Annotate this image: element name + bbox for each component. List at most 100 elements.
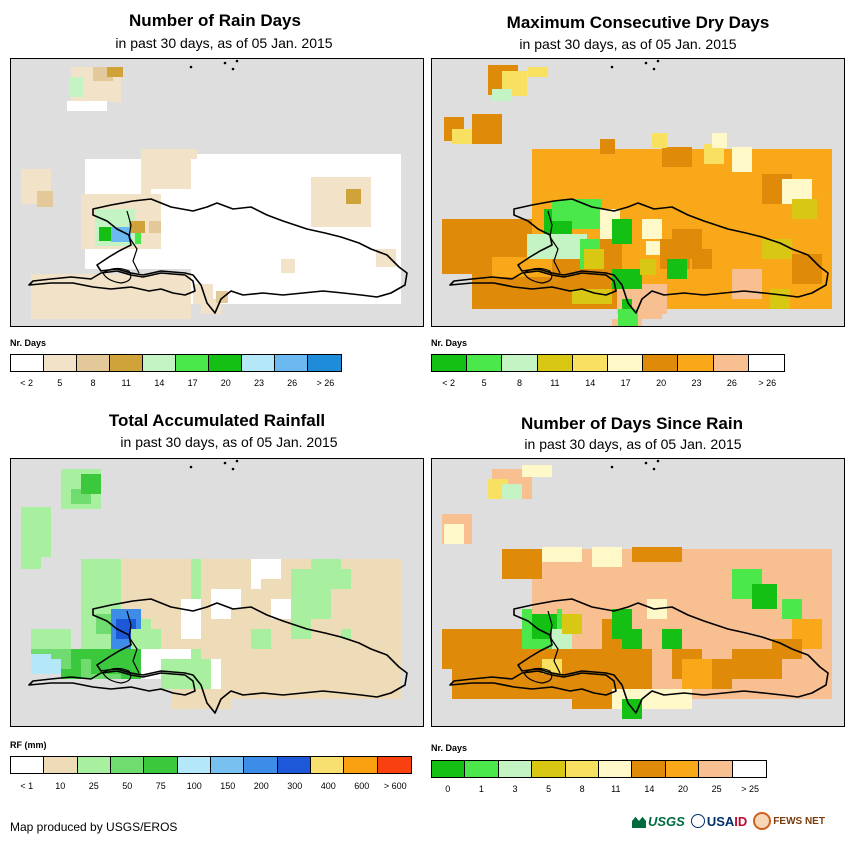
legend-swatch [177, 757, 211, 773]
legend-label: 600 [354, 781, 370, 791]
legend-swatch [377, 757, 411, 773]
rain-days-subtitle: in past 30 days, as of 05 Jan. 2015 [115, 35, 333, 51]
legend-swatch [44, 355, 77, 371]
legend-label: 8 [516, 378, 523, 388]
legend-label: 17 [620, 378, 631, 388]
legend-label: 14 [154, 378, 165, 388]
haiti-dr-border [547, 610, 561, 674]
map-grid-cell [692, 179, 732, 219]
map-grid-cell [311, 619, 341, 639]
usgs-logo: USGS [632, 814, 685, 829]
rainfall-legend-labels: < 1 10 25 50 75 100 150 200 300 400 600 > 600 [10, 781, 412, 793]
legend-swatch [599, 761, 633, 777]
small-island [652, 467, 656, 471]
legend-swatch [713, 355, 749, 371]
legend-swatch [748, 355, 785, 371]
lake-outline [523, 267, 553, 284]
legend-swatch [498, 761, 533, 777]
map-grid-cell [752, 584, 777, 609]
map-grid-cell [528, 67, 548, 77]
map-grid-cell [662, 147, 692, 167]
since-rain-map [431, 458, 845, 727]
map-grid-cell [216, 291, 228, 303]
legend-swatch [244, 757, 278, 773]
map-grid-cell [502, 549, 542, 579]
legend-swatch [209, 355, 242, 371]
map-grid-cell [762, 239, 792, 259]
since-rain-map-canvas [442, 459, 832, 719]
small-island [231, 467, 235, 471]
map-grid-cell [69, 77, 83, 97]
small-island [231, 67, 235, 71]
dry-days-title: Maximum Consecutive Dry Days [506, 13, 770, 32]
legend-swatch [176, 355, 209, 371]
map-grid-cell [642, 219, 662, 239]
legend-label: 75 [155, 781, 166, 791]
legend-swatch [11, 757, 45, 773]
small-island [610, 465, 614, 469]
map-grid-cell [562, 614, 582, 634]
legend-label: 11 [121, 378, 131, 388]
usaid-logo-text-b: ID [734, 813, 748, 829]
since-rain-subtitle: in past 30 days, as of 05 Jan. 2015 [524, 436, 742, 452]
map-grid-cell [211, 629, 231, 649]
hispaniola-coastline [449, 198, 829, 314]
legend-swatch [467, 355, 503, 371]
legend-swatch [144, 757, 178, 773]
map-grid-cell [552, 201, 572, 221]
legend-label: 8 [579, 784, 585, 794]
legend-label: > 26 [316, 378, 335, 388]
map-grid-cell [682, 659, 712, 689]
since-rain-legend-title: Nr. Days [431, 743, 468, 753]
legend-swatch [432, 355, 468, 371]
legend-swatch [77, 355, 110, 371]
rain-days-legend-title: Nr. Days [10, 338, 47, 348]
legend-label: 20 [677, 784, 689, 794]
agency-logos: USGS USA ID FEWS NET [632, 808, 844, 834]
legend-label: 20 [656, 378, 667, 388]
rainfall-subtitle: in past 30 days, as of 05 Jan. 2015 [120, 434, 338, 450]
rain-days-map [10, 58, 424, 327]
map-grid-cell [542, 547, 582, 562]
map-grid-cell [646, 241, 660, 255]
map-grid-cell [129, 221, 145, 233]
map-grid-cell [732, 147, 752, 172]
map-grid-cell [271, 599, 291, 619]
map-grid-cell [492, 257, 552, 277]
since-rain-legend [431, 760, 767, 778]
dry-days-map [431, 58, 845, 327]
map-grid-cell [532, 594, 557, 614]
map-grid-cell [662, 629, 682, 649]
map-grid-cell [622, 629, 642, 649]
map-grid-cell [356, 204, 368, 216]
map-grid-cell [452, 129, 472, 144]
legend-swatch [532, 761, 566, 777]
map-grid-cell [311, 559, 341, 589]
rainfall-map-canvas [21, 459, 408, 714]
legend-swatch [308, 355, 341, 371]
map-grid-cell [251, 629, 271, 649]
map-grid-cell [522, 465, 552, 477]
map-grid-cell [444, 524, 464, 544]
legend-label: 23 [253, 378, 265, 388]
legend-label: 0 [445, 784, 451, 794]
legend-swatch [143, 355, 176, 371]
map-grid-cell [592, 547, 622, 567]
legend-swatch [77, 757, 111, 773]
legend-swatch [678, 355, 714, 371]
map-grid-cell [161, 149, 176, 159]
lake-outline [523, 667, 553, 684]
map-grid-cell [472, 114, 502, 144]
legend-swatch [310, 757, 345, 773]
legend-swatch [537, 355, 573, 371]
map-grid-cell [99, 227, 111, 241]
small-island [656, 59, 660, 63]
since-rain-title: Number of Days Since Rain [520, 414, 743, 433]
map-grid-cell [792, 199, 817, 219]
small-island [189, 465, 193, 469]
map-grid-cell [191, 154, 401, 304]
dry-days-subtitle: in past 30 days, as of 05 Jan. 2015 [519, 36, 737, 52]
dry-days-legend-title: Nr. Days [431, 338, 468, 348]
legend-swatch [465, 761, 499, 777]
legend-label: > 600 [383, 781, 407, 791]
